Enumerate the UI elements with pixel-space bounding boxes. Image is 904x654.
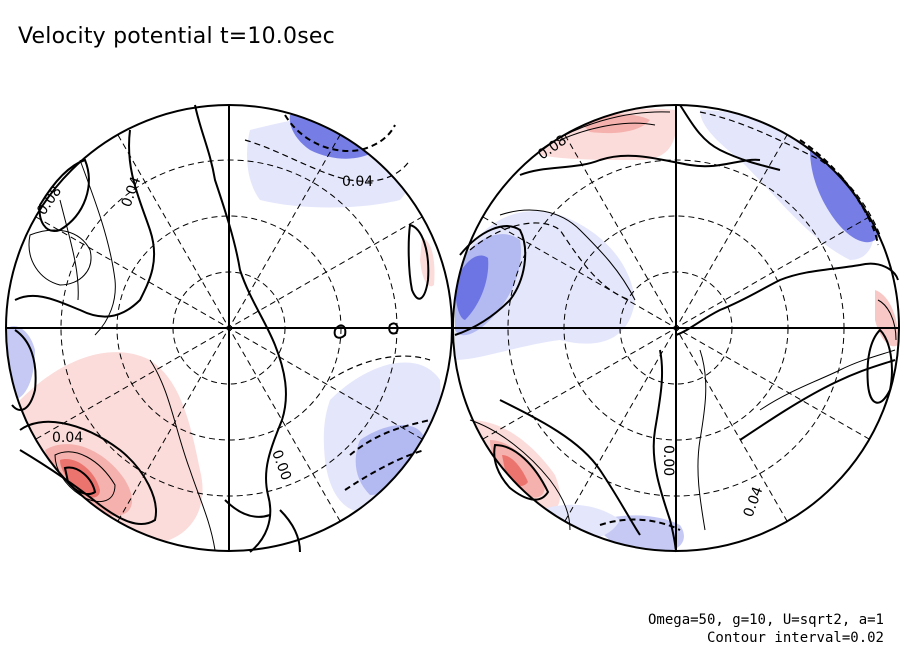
left-label-center: 0.00 <box>268 448 294 483</box>
left-label-lower: 0.04 <box>52 430 83 446</box>
left-positive-region <box>20 352 203 545</box>
right-negative-region-top <box>700 110 874 260</box>
plot-title: Velocity potential t=10.0sec <box>18 24 335 49</box>
right-positive-region-top <box>540 108 677 160</box>
right-negative-region-bottom <box>600 515 684 551</box>
right-hemisphere: 0.08 0.00 0.04 <box>452 104 900 553</box>
right-shading <box>455 108 899 551</box>
right-negative-peak-left <box>455 255 489 320</box>
left-positive-peak <box>60 459 100 498</box>
right-label-center: 0.00 <box>660 445 676 476</box>
right-negative-core-top <box>810 150 880 243</box>
left-axes <box>6 105 452 551</box>
contour-interval-note: Contour interval=0.02 <box>706 630 884 646</box>
right-boundary <box>452 104 900 552</box>
right-negative-region-left <box>455 211 635 360</box>
left-label-top: 0.04 <box>342 174 373 190</box>
right-label-lower: 0.04 <box>741 485 767 520</box>
right-axes <box>453 105 899 551</box>
right-positive-region-right <box>875 290 899 347</box>
parameters-note: Omega=50, g=10, U=sqrt2, a=1 <box>647 612 884 628</box>
left-hemisphere: 0.04 0.04 0.08 0.04 0.00 <box>5 104 453 553</box>
left-negative-core-lower <box>355 425 425 495</box>
